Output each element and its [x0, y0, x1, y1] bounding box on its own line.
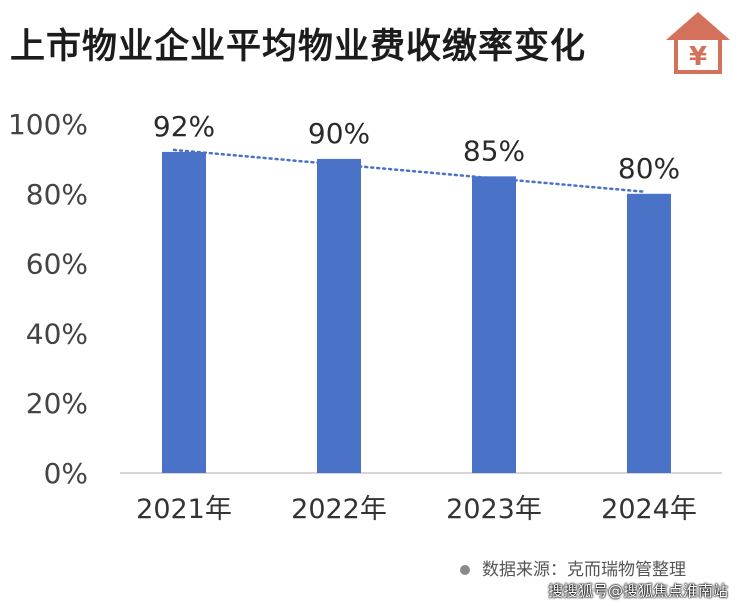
y-tick-label: 80% [26, 178, 88, 211]
y-tick-label: 20% [26, 387, 88, 420]
x-tick-label: 2021年 [136, 494, 232, 525]
bar [317, 158, 361, 473]
bar [627, 193, 671, 474]
bullet-dot [460, 565, 470, 575]
trend-line [172, 148, 647, 194]
data-source: 数据来源：克而瑞物管整理 [460, 555, 686, 580]
house-yen-icon: ¥ [666, 12, 730, 74]
bar-value-label: 85% [463, 134, 525, 167]
x-axis-labels: 2021年 2022年 2023年 2024年 [136, 494, 697, 525]
x-tick-label: 2022年 [291, 494, 387, 525]
watermark-credit: 搜搜狐号@搜狐焦点淮南站 [547, 582, 728, 600]
bar [472, 176, 516, 473]
bars-group [162, 151, 671, 474]
value-labels-group: 92% 90% 85% 80% [153, 110, 680, 185]
y-tick-label: 0% [44, 457, 88, 490]
y-tick-label: 60% [26, 248, 88, 281]
bar-value-label: 90% [308, 117, 370, 150]
x-tick-label: 2024年 [601, 494, 697, 525]
yen-symbol: ¥ [689, 42, 707, 72]
y-tick-label: 40% [26, 317, 88, 350]
bar-value-label: 92% [153, 110, 215, 143]
y-tick-label: 100% [8, 108, 88, 141]
bar [162, 151, 206, 474]
bar-value-label: 80% [618, 152, 680, 185]
data-source-text: 数据来源：克而瑞物管整理 [482, 560, 686, 580]
y-axis-ticks: 0% 20% 40% 60% 80% 100% [8, 108, 88, 490]
x-tick-label: 2023年 [446, 494, 542, 525]
chart-title: 上市物业企业平均物业费收缴率变化 [10, 27, 587, 67]
